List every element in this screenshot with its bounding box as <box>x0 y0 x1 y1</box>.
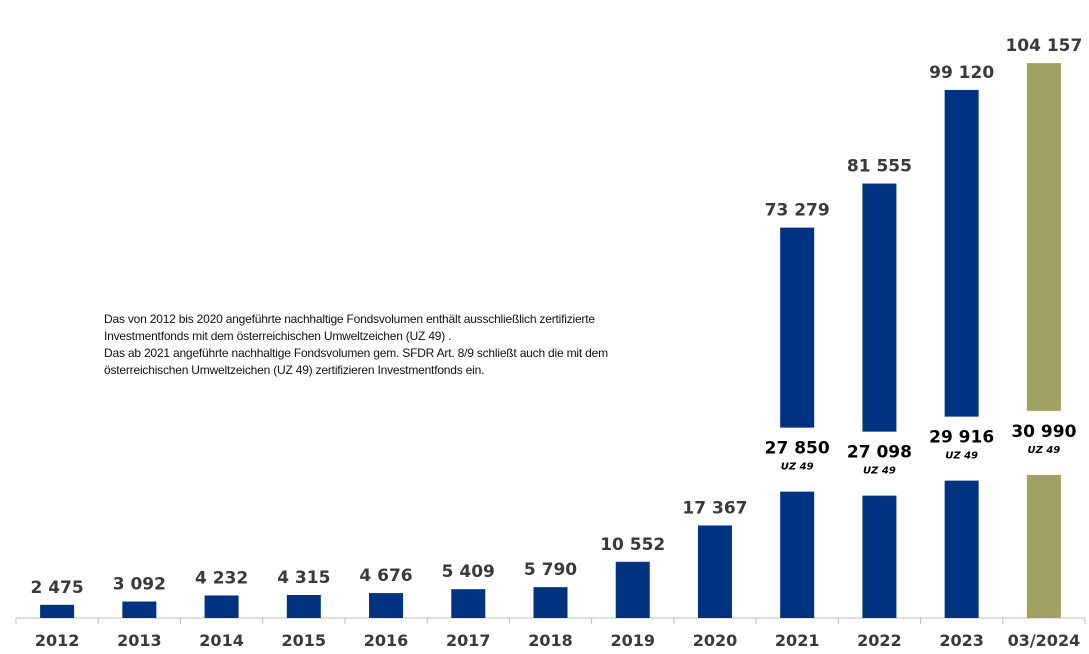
bar-upper-03/2024 <box>1026 63 1061 411</box>
note-line-3: Das ab 2021 angeführte nachhaltige Fonds… <box>104 346 608 360</box>
category-label: 2012 <box>35 631 80 650</box>
bar-lower-2023 <box>944 480 979 618</box>
bar-upper-2023 <box>944 89 979 417</box>
bar-2016 <box>369 593 404 618</box>
value-label: 4 315 <box>277 568 330 588</box>
value-label: 4 676 <box>359 566 412 586</box>
category-label: 2015 <box>282 631 327 650</box>
uz49-value-label: 29 916 <box>929 428 994 448</box>
uz49-tag: UZ 49 <box>781 462 814 473</box>
bar-lower-03/2024 <box>1026 474 1061 618</box>
methodology-note: Das von 2012 bis 2020 angeführte nachhal… <box>104 311 764 379</box>
bar-lower-2021 <box>780 491 815 618</box>
category-label: 2020 <box>693 631 738 650</box>
bar-2015 <box>286 595 321 618</box>
bar-2018 <box>533 587 568 618</box>
bar-lower-2022 <box>862 495 897 618</box>
category-label: 2017 <box>446 631 491 650</box>
value-label: 10 552 <box>600 535 665 555</box>
value-label: 4 232 <box>195 568 248 588</box>
bars <box>40 63 1061 618</box>
bar-2014 <box>204 595 239 618</box>
note-line-2: Investmentfonds mit dem österreichischen… <box>104 329 452 343</box>
uz49-tag: UZ 49 <box>1027 445 1060 456</box>
category-label: 2016 <box>364 631 409 650</box>
uz49-breaks: 27 850 UZ 49 27 098 UZ 49 29 916 UZ 49 30 990 U… <box>765 422 1077 477</box>
value-label: 81 555 <box>847 157 912 177</box>
category-label: 2019 <box>610 631 655 650</box>
uz49-tag: UZ 49 <box>945 451 978 462</box>
uz49-value-label: 27 098 <box>847 443 912 463</box>
uz49-value-label: 30 990 <box>1011 422 1076 442</box>
note-line-1: Das von 2012 bis 2020 angeführte nachhal… <box>104 312 595 326</box>
bar-2013 <box>122 601 157 618</box>
value-label: 104 157 <box>1005 36 1082 56</box>
value-label: 99 120 <box>929 63 994 83</box>
bar-2019 <box>615 561 650 618</box>
value-label: 3 092 <box>113 575 166 595</box>
value-label: 5 409 <box>442 562 495 582</box>
value-label: 5 790 <box>524 560 577 580</box>
x-axis <box>15 617 1086 624</box>
category-labels: 2012 2013 2014 2015 2016 2017 2018 2019 2020 2021… <box>35 631 1080 650</box>
bar-upper-2022 <box>862 183 897 432</box>
value-label: 2 475 <box>30 578 83 598</box>
bar-upper-2021 <box>780 227 815 428</box>
category-label: 2022 <box>857 631 902 650</box>
category-label: 2018 <box>528 631 573 650</box>
bar-2017 <box>451 589 486 618</box>
bar-2012 <box>40 604 75 618</box>
value-labels: 2 475 3 092 4 232 4 315 4 676 5 409 5 790 10 55… <box>30 36 1082 598</box>
category-label: 2023 <box>939 631 984 650</box>
category-label: 2021 <box>775 631 820 650</box>
uz49-tag: UZ 49 <box>863 466 896 477</box>
bar-2020 <box>697 525 732 618</box>
category-label: 03/2024 <box>1008 631 1081 650</box>
value-label: 73 279 <box>765 201 830 221</box>
note-line-4: österreichischen Umweltzeichen (UZ 49) z… <box>104 363 485 377</box>
category-label: 2013 <box>117 631 162 650</box>
value-label: 17 367 <box>682 498 747 518</box>
category-label: 2014 <box>199 631 244 650</box>
uz49-value-label: 27 850 <box>765 439 830 459</box>
